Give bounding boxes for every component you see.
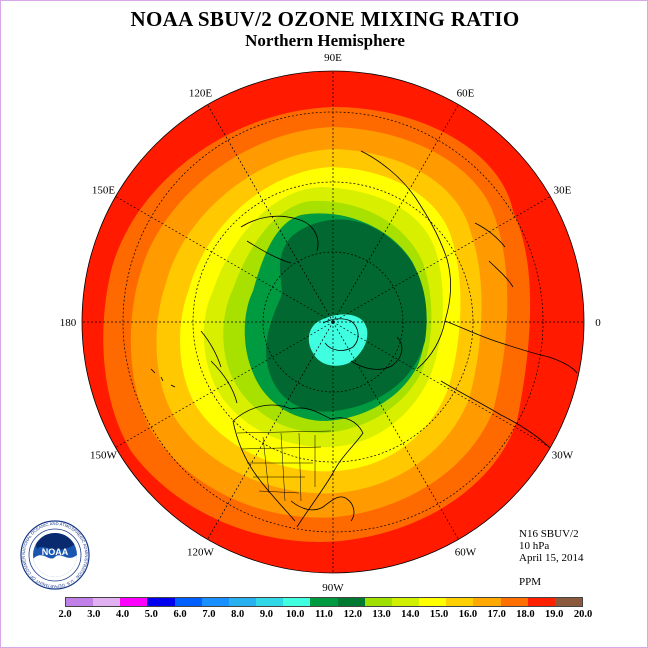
map-title: NOAA SBUV/2 OZONE MIXING RATIO	[130, 7, 520, 31]
color-scale-swatch	[147, 598, 175, 606]
color-scale-label: 11.0	[315, 609, 333, 620]
longitude-label: 180	[60, 317, 77, 329]
latitude-circle	[262, 251, 404, 393]
longitude-label: 0	[595, 317, 601, 329]
color-scale-swatch	[337, 598, 365, 606]
color-scale-swatch	[364, 598, 392, 606]
color-scale-label: 10.0	[286, 609, 305, 620]
meridian-line	[115, 196, 334, 323]
color-scale-swatch	[473, 598, 501, 606]
date-label: April 15, 2014	[519, 552, 584, 564]
color-scale-swatch	[174, 598, 202, 606]
coast-north-america-east	[232, 404, 364, 528]
color-scale-label: 9.0	[259, 609, 273, 620]
color-scale-swatch	[283, 598, 311, 606]
coast-europe	[444, 320, 578, 374]
color-scale-label: 7.0	[202, 609, 216, 620]
color-scale-swatch	[201, 598, 229, 606]
graticule	[82, 71, 584, 573]
color-scale-bar	[65, 597, 583, 607]
latitude-circle	[122, 111, 544, 533]
longitude-label: 30E	[554, 185, 572, 197]
color-scale-swatch	[391, 598, 420, 606]
color-scale-swatch	[554, 598, 582, 606]
color-scale-swatch	[419, 598, 447, 606]
color-scale-label: 8.0	[231, 609, 245, 620]
color-scale-label: 6.0	[173, 609, 187, 620]
color-scale-labels: 2.0 3.0 4.0 5.0 6.0 7.0 8.0 9.0 10.0 11.0 12.0 13.0…	[1, 609, 647, 623]
units-label: PPM	[519, 576, 542, 588]
longitude-label: 150W	[90, 450, 118, 462]
color-scale-label: 18.0	[516, 609, 535, 620]
meridian-line	[332, 104, 459, 323]
meridian-line	[332, 196, 551, 323]
pressure-level-label: 10 hPa	[519, 540, 550, 552]
longitude-label: 60W	[455, 547, 477, 559]
color-scale-swatch	[66, 598, 94, 606]
coast-asia-east	[474, 222, 514, 288]
color-scale-swatch	[256, 598, 284, 606]
longitude-label: 120W	[187, 547, 215, 559]
color-scale-label: 3.0	[87, 609, 101, 620]
coast-africa	[440, 380, 552, 450]
longitude-label: 90E	[324, 52, 342, 64]
ozone-field	[82, 71, 584, 573]
longitude-label: 90W	[322, 582, 344, 594]
color-scale-label: 5.0	[144, 609, 158, 620]
map-subtitle: Northern Hemisphere	[245, 31, 405, 50]
longitude-label: 120E	[189, 88, 213, 100]
color-scale-label: 16.0	[458, 609, 478, 620]
coast-alaska	[200, 330, 238, 404]
color-scale-label: 20.0	[573, 609, 593, 620]
band-cyan	[308, 314, 368, 366]
color-scale-swatch	[310, 598, 338, 606]
noaa-logo: NOAA NATIONAL OCEANIC AND ATMOSPHERIC AD…	[19, 519, 90, 590]
longitude-label: 30W	[552, 450, 574, 462]
meridian-line	[207, 104, 334, 323]
meridian-line	[207, 321, 334, 540]
meridian-line	[332, 321, 551, 448]
coast-north-america-west	[232, 420, 296, 522]
color-scale-label: 17.0	[487, 609, 506, 620]
color-scale-label: 14.0	[401, 609, 420, 620]
coast-siberia	[240, 215, 319, 264]
color-scale-swatch	[500, 598, 528, 606]
meridian-line	[332, 321, 459, 540]
aleutian-islands	[150, 368, 176, 388]
longitude-label: 150E	[92, 185, 116, 197]
color-scale-swatch	[446, 598, 474, 606]
color-scale-label: 12.0	[343, 609, 362, 620]
map-boundary	[81, 70, 585, 574]
color-scale-swatch	[120, 598, 148, 606]
color-scale-swatch	[527, 598, 555, 606]
coastlines	[150, 150, 578, 528]
coast-eurasia	[360, 150, 451, 370]
meridian-line	[115, 321, 334, 448]
longitude-labels: 90E 60E 30E 0 30W 60W 90W 120W 150W 180 150E 120E	[60, 52, 602, 594]
color-scale-swatch	[228, 598, 257, 606]
color-scale-label: 15.0	[429, 609, 449, 620]
longitude-label: 60E	[457, 88, 475, 100]
color-scale-label: 2.0	[58, 609, 72, 620]
latitude-circle	[192, 181, 474, 463]
logo-text: NOAA	[42, 547, 69, 557]
color-scale-label: 4.0	[115, 609, 130, 620]
color-scale-swatch	[93, 598, 121, 606]
coast-caribbean	[290, 496, 355, 522]
coast-greenland-south	[350, 336, 403, 370]
instrument-label: N16 SBUV/2	[519, 528, 579, 540]
color-scale-label: 13.0	[372, 609, 391, 620]
color-scale-label: 19.0	[545, 609, 564, 620]
coast-greenland	[322, 318, 359, 351]
